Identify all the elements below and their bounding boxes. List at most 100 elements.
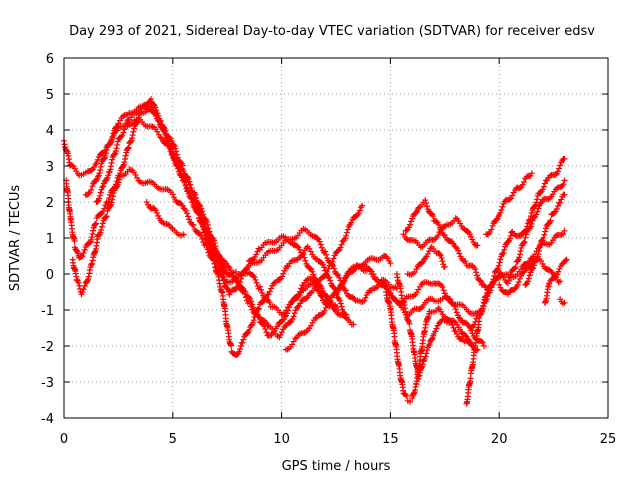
data-point — [478, 306, 485, 313]
data-point — [144, 101, 151, 108]
series-track-5 — [93, 103, 333, 310]
data-point — [124, 145, 131, 152]
data-point — [129, 135, 135, 142]
data-point — [125, 145, 132, 152]
data-point — [408, 218, 415, 225]
data-point — [336, 274, 343, 281]
data-point — [521, 268, 528, 275]
data-point — [521, 238, 528, 245]
data-point — [129, 132, 136, 139]
data-point — [185, 213, 192, 220]
data-point — [307, 265, 314, 272]
data-point — [151, 110, 158, 117]
data-point — [541, 180, 548, 187]
data-point — [236, 346, 243, 353]
data-point — [469, 236, 476, 243]
data-point — [435, 221, 442, 228]
data-point — [474, 242, 481, 249]
data-point — [232, 276, 239, 283]
data-point — [106, 195, 113, 202]
data-point — [130, 128, 137, 135]
data-point — [547, 217, 554, 224]
data-point — [110, 190, 117, 197]
data-point — [433, 325, 440, 332]
data-point — [506, 235, 513, 242]
data-point — [361, 297, 368, 304]
data-point — [344, 226, 351, 233]
data-point — [319, 261, 326, 268]
data-point — [255, 305, 262, 312]
data-point — [173, 151, 180, 158]
data-point — [183, 210, 190, 217]
data-point — [200, 220, 207, 227]
data-point — [96, 195, 103, 202]
data-point — [224, 285, 231, 292]
data-point — [349, 268, 356, 275]
y-tick-label: 2 — [46, 196, 54, 211]
data-point — [447, 296, 454, 303]
data-point — [172, 145, 179, 152]
data-point — [424, 250, 431, 257]
data-point — [74, 276, 81, 283]
data-point — [188, 185, 195, 192]
data-point — [95, 173, 101, 180]
data-point — [496, 259, 503, 266]
data-point — [517, 248, 524, 255]
data-point — [297, 288, 304, 295]
data-point — [411, 269, 418, 276]
data-point — [296, 246, 303, 253]
data-point — [195, 230, 202, 236]
data-point — [556, 265, 563, 272]
data-point — [541, 231, 548, 238]
data-point — [177, 167, 184, 174]
data-point — [80, 250, 87, 257]
data-point — [451, 303, 458, 310]
y-tick-label: -1 — [41, 304, 54, 319]
data-point — [319, 311, 326, 318]
data-point — [155, 212, 162, 219]
data-point — [326, 274, 333, 281]
data-point — [105, 172, 112, 179]
data-point — [338, 241, 345, 248]
data-point — [528, 170, 535, 177]
x-tick-label: 0 — [60, 432, 68, 447]
data-point — [244, 329, 251, 336]
data-point — [184, 187, 191, 194]
data-point — [539, 186, 546, 193]
data-point — [246, 326, 253, 333]
data-point — [387, 260, 394, 267]
data-point — [263, 294, 270, 301]
data-point — [108, 159, 115, 166]
data-point — [558, 231, 565, 238]
data-point — [507, 195, 514, 202]
data-point — [184, 184, 191, 191]
data-point — [552, 171, 559, 178]
data-point — [281, 313, 288, 320]
data-point — [439, 284, 446, 291]
data-point — [121, 126, 128, 133]
data-point — [264, 322, 271, 329]
data-point — [488, 226, 495, 233]
data-point — [403, 393, 410, 400]
data-point — [321, 307, 328, 314]
y-tick-label: -2 — [41, 340, 54, 355]
data-point — [163, 134, 170, 141]
data-point — [340, 280, 347, 287]
data-point — [178, 171, 185, 178]
data-point — [471, 321, 478, 328]
data-point — [516, 275, 523, 282]
data-point — [329, 258, 336, 265]
data-point — [97, 163, 104, 170]
data-point — [319, 293, 326, 300]
data-point — [421, 256, 428, 263]
data-point — [526, 272, 533, 279]
series-track-20 — [522, 191, 568, 288]
data-point — [105, 198, 112, 205]
x-tick-label: 15 — [382, 432, 399, 447]
series-track-6 — [143, 199, 187, 239]
data-point — [514, 281, 521, 288]
data-point — [535, 247, 542, 254]
data-point — [318, 285, 325, 292]
data-point — [440, 287, 447, 294]
data-point — [192, 192, 199, 199]
